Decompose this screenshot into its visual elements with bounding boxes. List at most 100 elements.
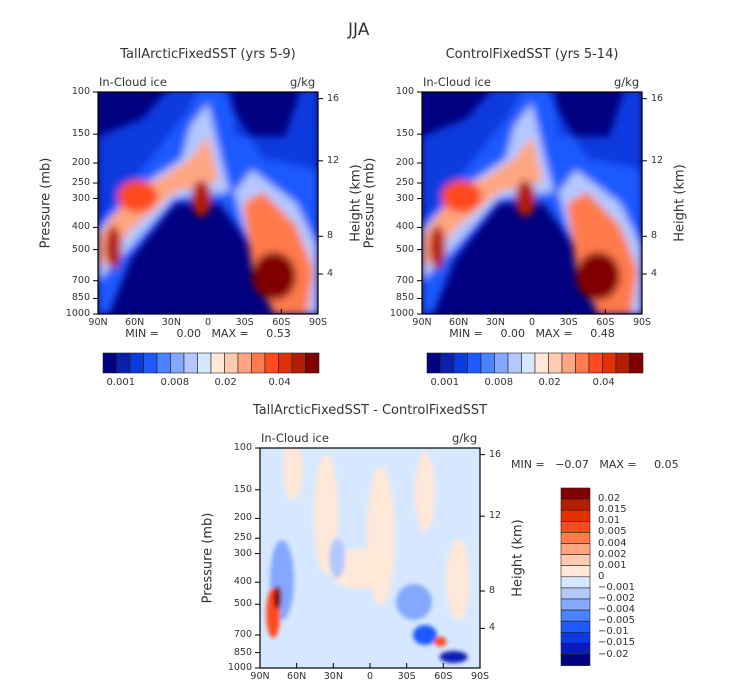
- x-tick-label: 0: [528, 317, 536, 328]
- units-label: g/kg: [290, 75, 316, 89]
- colorbar-box: [116, 352, 131, 374]
- colorbar-box: [467, 352, 482, 374]
- height-axis-label: Height (km): [510, 519, 526, 597]
- height-tick-label: 16: [651, 92, 664, 104]
- colorbar-box: [170, 352, 185, 374]
- colorbar-box: [480, 352, 495, 374]
- colorbar-box: [560, 654, 591, 666]
- height-tick-label: 16: [489, 448, 502, 460]
- units-label: g/kg: [452, 431, 478, 445]
- colorbar-label: −0.002: [598, 593, 636, 604]
- colorbar-box: [143, 352, 158, 374]
- y-tick-label: 150: [71, 128, 90, 140]
- colorbar-box: [560, 587, 591, 600]
- height-tick-label: 12: [327, 154, 340, 166]
- x-tick-label: 30S: [397, 671, 416, 682]
- x-tick-label: 30N: [485, 317, 505, 328]
- colorbar-box: [560, 554, 591, 566]
- y-tick-label: 250: [233, 532, 252, 544]
- x-tick-label: 90S: [632, 317, 652, 328]
- colorbar-label: 0.01: [598, 515, 621, 527]
- height-tick-label: 12: [651, 154, 664, 166]
- x-tick-label: 30N: [323, 671, 343, 682]
- colorbar-label: −0.004: [598, 604, 636, 616]
- x-tick-label: 60S: [272, 317, 291, 328]
- x-tick-label: 60S: [434, 671, 453, 682]
- height-tick-label: 4: [489, 622, 496, 634]
- colorbar-box: [183, 352, 198, 374]
- colorbar-box: [548, 352, 563, 374]
- contour-plot-3: [255, 447, 591, 669]
- colorbar-label: 0.015: [598, 504, 627, 516]
- colorbar-box: [560, 520, 591, 533]
- x-tick-label: 60S: [596, 317, 615, 328]
- y-tick-label: 1000: [65, 308, 90, 319]
- colorbar-box: [197, 352, 212, 374]
- colorbar-box: [560, 576, 591, 589]
- colorbar-box: [278, 352, 293, 374]
- contour-field: [422, 92, 642, 314]
- colorbar-box: [588, 352, 603, 374]
- units-label: g/kg: [614, 75, 640, 89]
- height-tick-label: 12: [489, 510, 502, 522]
- x-tick-label: 0: [204, 317, 212, 328]
- colorbar-label: 0.005: [598, 526, 627, 538]
- y-axis-label: Pressure (mb): [362, 157, 378, 249]
- y-tick-label: 1000: [389, 308, 414, 319]
- y-tick-label: 300: [71, 192, 90, 204]
- min-max-stats: MIN = 0.00 MAX = 0.53: [125, 327, 291, 340]
- x-tick-label: 60N: [287, 671, 307, 682]
- colorbar-box: [575, 352, 590, 374]
- x-tick-label: 30N: [161, 317, 181, 328]
- colorbar-box: [561, 352, 576, 374]
- contour-field: [98, 92, 318, 314]
- height-axis-label: Height (km): [348, 164, 364, 242]
- x-tick-label: 30S: [559, 317, 578, 328]
- colorbar-label: 0.001: [106, 377, 136, 388]
- y-tick-label: 500: [395, 243, 414, 255]
- x-tick-label: 90S: [470, 671, 490, 682]
- y-tick-label: 700: [71, 274, 90, 286]
- contour-plot-2: [417, 91, 647, 374]
- colorbar-label: −0.001: [598, 581, 636, 593]
- height-tick-label: 4: [327, 268, 334, 280]
- colorbar-box: [560, 565, 591, 578]
- min-max-stats: MIN = −0.07 MAX = 0.05: [511, 458, 679, 471]
- colorbar-label: −0.005: [598, 615, 636, 627]
- x-tick-label: 90N: [88, 317, 108, 328]
- colorbar-box: [237, 352, 252, 374]
- colorbar-label: 0.008: [484, 377, 514, 388]
- plot-title: TallArcticFixedSST (yrs 5-9): [120, 47, 296, 62]
- variable-label: In-Cloud ice: [261, 431, 329, 445]
- x-tick-label: 60N: [125, 317, 145, 328]
- y-tick-label: 150: [395, 128, 414, 140]
- y-tick-label: 400: [395, 221, 414, 233]
- colorbar-label: −0.015: [598, 637, 636, 649]
- y-tick-label: 400: [233, 576, 252, 588]
- y-tick-label: 300: [233, 547, 252, 559]
- colorbar-box: [534, 352, 549, 374]
- colorbar-box: [291, 352, 306, 374]
- colorbar-box: [251, 352, 266, 374]
- colorbar-label: 0.04: [268, 377, 291, 388]
- colorbar-box: [560, 620, 591, 633]
- colorbar-box: [440, 352, 455, 374]
- y-tick-label: 200: [233, 512, 252, 524]
- colorbar-box: [521, 352, 536, 374]
- y-tick-label: 500: [233, 598, 252, 610]
- plot-title: TallArcticFixedSST - ControlFixedSST: [252, 403, 488, 418]
- colorbar-label: 0: [598, 570, 605, 582]
- colorbar-box: [560, 598, 591, 611]
- plot-title: ControlFixedSST (yrs 5-14): [445, 47, 619, 62]
- height-tick-label: 16: [327, 92, 340, 104]
- y-tick-label: 150: [233, 483, 252, 495]
- height-tick-label: 4: [651, 268, 658, 280]
- x-tick-label: 60N: [449, 317, 469, 328]
- colorbar-label: 0.02: [214, 377, 237, 388]
- colorbar-box: [102, 352, 117, 374]
- y-tick-label: 700: [395, 274, 414, 286]
- y-axis-label: Pressure (mb): [200, 512, 216, 604]
- colorbar-box: [560, 509, 591, 522]
- x-tick-label: 90N: [412, 317, 432, 328]
